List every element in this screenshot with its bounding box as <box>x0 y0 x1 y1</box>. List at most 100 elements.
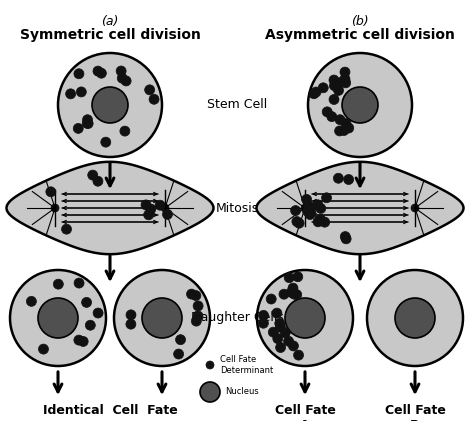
Circle shape <box>335 115 345 125</box>
Circle shape <box>268 327 278 337</box>
Circle shape <box>96 68 106 78</box>
Circle shape <box>145 85 155 95</box>
Circle shape <box>266 294 276 304</box>
Text: Cell Fate
A: Cell Fate A <box>274 404 336 421</box>
Text: Identical  Cell  Fate: Identical Cell Fate <box>43 404 177 417</box>
Circle shape <box>74 335 84 345</box>
Circle shape <box>74 69 84 79</box>
Circle shape <box>306 207 316 217</box>
Circle shape <box>258 310 269 320</box>
Circle shape <box>27 296 36 306</box>
Circle shape <box>38 298 78 338</box>
Circle shape <box>53 279 64 289</box>
Circle shape <box>85 320 95 330</box>
Circle shape <box>341 234 351 244</box>
Circle shape <box>344 174 354 184</box>
Text: Symmetric cell division: Symmetric cell division <box>19 28 201 42</box>
Circle shape <box>304 201 314 211</box>
Text: Cell Fate
B: Cell Fate B <box>384 404 446 421</box>
Circle shape <box>302 206 313 216</box>
Text: Stem Cell: Stem Cell <box>207 99 267 112</box>
Circle shape <box>329 94 339 104</box>
Circle shape <box>279 289 289 299</box>
Circle shape <box>292 216 302 226</box>
Circle shape <box>173 349 183 359</box>
Circle shape <box>46 187 56 197</box>
Circle shape <box>411 204 419 212</box>
Circle shape <box>62 224 72 234</box>
Circle shape <box>141 200 151 210</box>
Text: (b): (b) <box>351 15 369 28</box>
Circle shape <box>284 273 294 282</box>
Circle shape <box>88 170 98 180</box>
Circle shape <box>161 204 169 212</box>
Circle shape <box>200 382 220 402</box>
Circle shape <box>126 319 136 329</box>
Circle shape <box>186 289 197 299</box>
Circle shape <box>93 308 103 318</box>
Circle shape <box>51 204 59 212</box>
Circle shape <box>329 81 339 91</box>
Circle shape <box>329 75 339 85</box>
Circle shape <box>301 195 311 204</box>
Circle shape <box>65 89 76 99</box>
Circle shape <box>163 209 173 219</box>
Circle shape <box>82 297 91 307</box>
Circle shape <box>175 335 185 345</box>
Circle shape <box>116 66 126 76</box>
Circle shape <box>337 77 346 87</box>
Circle shape <box>294 218 304 228</box>
Circle shape <box>288 341 299 351</box>
Circle shape <box>121 76 131 86</box>
Circle shape <box>316 215 326 224</box>
Circle shape <box>146 204 156 214</box>
Circle shape <box>120 126 130 136</box>
Circle shape <box>193 301 203 311</box>
Circle shape <box>273 333 283 344</box>
Circle shape <box>309 89 319 99</box>
Circle shape <box>367 270 463 366</box>
Circle shape <box>76 87 86 97</box>
Circle shape <box>193 311 203 321</box>
Circle shape <box>38 344 48 354</box>
Circle shape <box>305 210 315 219</box>
Circle shape <box>82 115 92 125</box>
Circle shape <box>288 283 298 293</box>
Circle shape <box>58 53 162 157</box>
Circle shape <box>339 125 349 136</box>
Text: Asymmetric cell division: Asymmetric cell division <box>265 28 455 42</box>
Polygon shape <box>256 162 464 254</box>
Circle shape <box>191 290 201 301</box>
Circle shape <box>316 203 326 213</box>
Circle shape <box>280 328 290 338</box>
Circle shape <box>275 343 286 352</box>
Circle shape <box>10 270 106 366</box>
Circle shape <box>283 336 293 346</box>
Circle shape <box>144 210 154 220</box>
Text: Mitosis: Mitosis <box>215 202 259 215</box>
Circle shape <box>285 298 325 338</box>
Circle shape <box>292 290 302 300</box>
Circle shape <box>289 289 299 299</box>
Circle shape <box>114 270 210 366</box>
Circle shape <box>335 126 345 136</box>
Circle shape <box>327 112 337 122</box>
Circle shape <box>342 87 378 123</box>
Circle shape <box>311 87 321 97</box>
Circle shape <box>191 316 201 326</box>
Circle shape <box>319 217 330 227</box>
Circle shape <box>322 107 332 117</box>
Circle shape <box>333 173 343 183</box>
Circle shape <box>395 298 435 338</box>
Circle shape <box>341 119 351 128</box>
Circle shape <box>82 118 92 128</box>
Circle shape <box>308 53 412 157</box>
Polygon shape <box>7 162 213 254</box>
Circle shape <box>340 67 350 77</box>
Circle shape <box>321 193 331 203</box>
Circle shape <box>313 217 323 227</box>
Circle shape <box>344 123 354 133</box>
Circle shape <box>341 78 351 88</box>
Circle shape <box>275 322 285 332</box>
Circle shape <box>293 350 303 360</box>
